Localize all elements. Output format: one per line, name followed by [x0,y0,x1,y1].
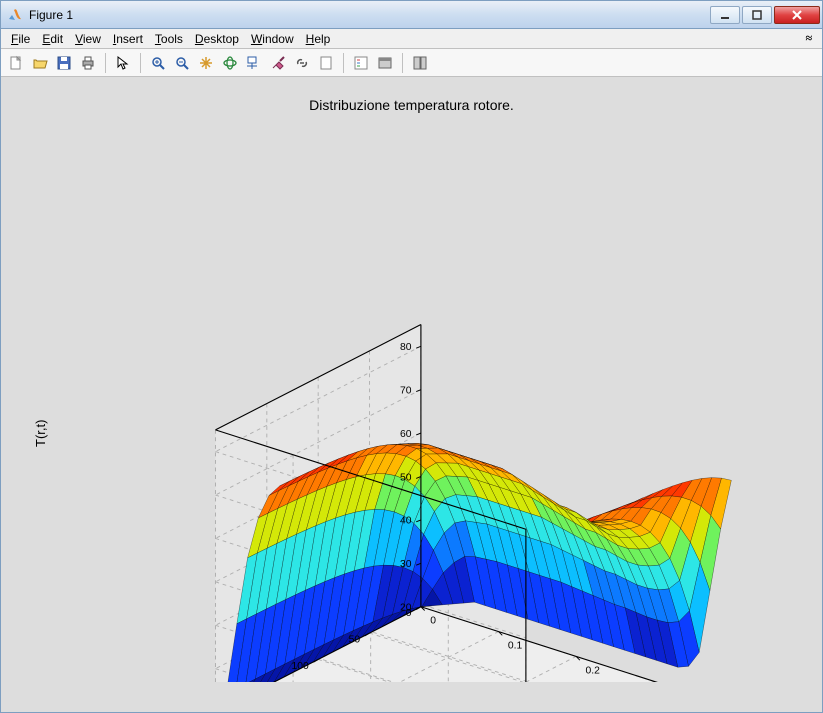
colorbar-button[interactable] [315,52,337,74]
menu-window[interactable]: Window [245,30,300,48]
new-button[interactable] [5,52,27,74]
svg-text:30: 30 [400,559,412,570]
svg-text:80: 80 [400,342,412,353]
svg-text:0.1: 0.1 [508,641,523,652]
print-button[interactable] [77,52,99,74]
svg-text:50: 50 [349,634,361,645]
menu-view[interactable]: View [69,30,107,48]
menu-desktop[interactable]: Desktop [189,30,245,48]
menu-edit[interactable]: Edit [36,30,69,48]
toolbar-separator [140,53,141,73]
save-button[interactable] [53,52,75,74]
svg-text:70: 70 [400,385,412,396]
svg-text:60: 60 [400,429,412,440]
brush-button[interactable] [267,52,289,74]
hide-button[interactable] [374,52,396,74]
toolbar [1,49,822,77]
matlab-icon [7,7,23,23]
menu-tools[interactable]: Tools [149,30,189,48]
svg-text:0: 0 [406,608,412,619]
svg-text:100: 100 [292,661,309,672]
toolbar-separator [343,53,344,73]
svg-text:50: 50 [400,472,412,483]
toolbar-separator [402,53,403,73]
legend-button[interactable] [350,52,372,74]
menu-file[interactable]: File [5,30,36,48]
toolbar-separator [105,53,106,73]
select-button[interactable] [112,52,134,74]
plot-area: Distribuzione temperatura rotore. T(r,t)… [1,77,822,712]
datacursor-button[interactable] [243,52,265,74]
menu-insert[interactable]: Insert [107,30,149,48]
dock-button[interactable] [409,52,431,74]
menu-right-glyph[interactable]: ≈ [805,31,818,46]
zoom-out-button[interactable] [171,52,193,74]
surface-plot[interactable]: 2030405060708005010015020000.10.20.30.4T… [41,127,782,682]
window-title: Figure 1 [29,8,708,22]
svg-text:0.2: 0.2 [586,665,601,676]
pan-button[interactable] [195,52,217,74]
rotate3d-button[interactable] [219,52,241,74]
menu-help[interactable]: Help [300,30,337,48]
chart-title: Distribuzione temperatura rotore. [1,97,822,113]
close-button[interactable] [774,6,820,24]
link-button[interactable] [291,52,313,74]
maximize-button[interactable] [742,6,772,24]
figure-window: Figure 1 File Edit View Insert Tools Des… [0,0,823,713]
zoom-in-button[interactable] [147,52,169,74]
open-button[interactable] [29,52,51,74]
svg-text:0: 0 [430,616,436,627]
titlebar: Figure 1 [1,1,822,29]
svg-text:40: 40 [400,516,412,527]
minimize-button[interactable] [710,6,740,24]
axes[interactable]: 2030405060708005010015020000.10.20.30.4T… [41,127,782,682]
menubar: File Edit View Insert Tools Desktop Wind… [1,29,822,49]
